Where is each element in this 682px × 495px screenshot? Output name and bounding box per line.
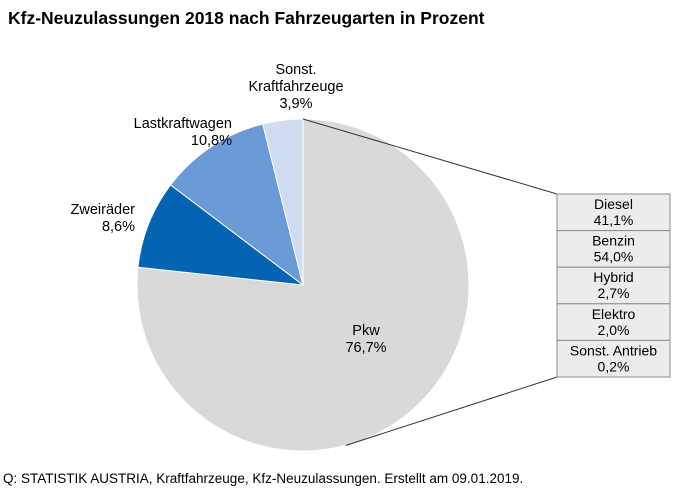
- breakdown-segment-sonst-antrieb: [556, 339, 671, 378]
- pie-slice-lastkraftwagen: [169, 123, 304, 287]
- connector-line-bottom: [345, 376, 558, 446]
- connector-line-top: [302, 118, 558, 195]
- source-note: Q: STATISTIK AUSTRIA, Kraftfahrzeuge, Kf…: [3, 471, 524, 486]
- slice-label-lastkraftwagen: Lastkraftwagen 10,8%: [134, 116, 232, 149]
- chart-title: Kfz-Neuzulassungen 2018 nach Fahrzeugart…: [8, 8, 485, 28]
- breakdown-segment-benzin: [556, 230, 671, 268]
- slice-label-sonst-kraftfahrzeuge: Sonst. Kraftfahrzeuge 3,9%: [248, 62, 343, 112]
- breakdown-label-sonst-antrieb: Sonst. Antrieb 0,2%: [570, 342, 657, 374]
- slice-label-pkw: Pkw 76,7%: [345, 323, 386, 356]
- pie-slice-pkw: [136, 118, 470, 452]
- breakdown-segment-elektro: [556, 303, 671, 341]
- breakdown-label-hybrid: Hybrid 2,7%: [593, 269, 633, 301]
- pie-slice-sonst-kraftfahrzeuge: [262, 118, 304, 286]
- breakdown-label-diesel: Diesel 41,1%: [594, 196, 634, 228]
- breakdown-label-elektro: Elektro 2,0%: [592, 306, 636, 338]
- pie-slice-zweiräder: [137, 184, 305, 286]
- slice-label-zweiräder: Zweiräder 8,6%: [71, 202, 136, 235]
- breakdown-segment-diesel: [556, 193, 671, 232]
- breakdown-label-benzin: Benzin 54,0%: [592, 233, 635, 265]
- breakdown-segment-hybrid: [556, 266, 671, 305]
